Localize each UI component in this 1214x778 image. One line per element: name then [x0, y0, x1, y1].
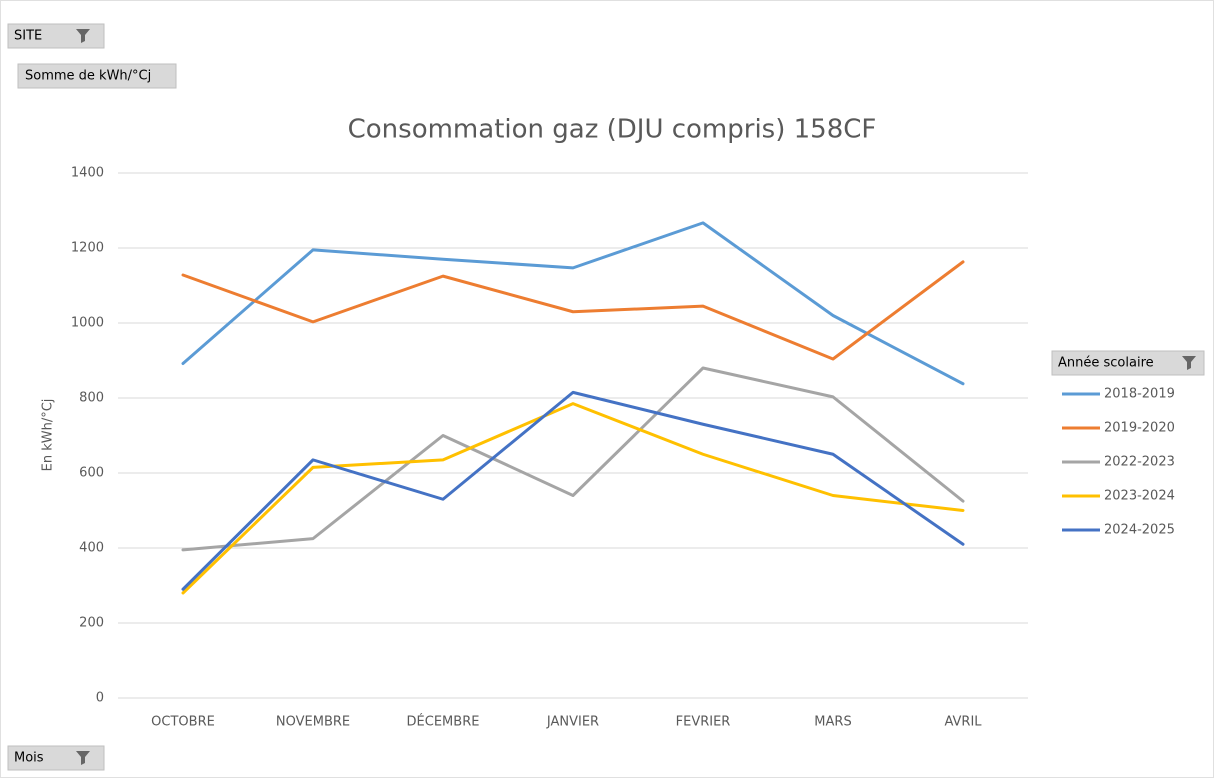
x-tick-label: DÉCEMBRE [407, 714, 480, 730]
y-tick-label: 1400 [71, 166, 104, 181]
series-line [181, 260, 965, 361]
filter-icon [1182, 356, 1196, 370]
filter-button[interactable] [7, 23, 105, 49]
legend-label: 2018-2019 [1104, 387, 1175, 402]
y-axis-title: En kWh/°Cj [41, 399, 56, 472]
axis-field-label: Mois [14, 751, 44, 766]
x-tick-label: MARS [814, 715, 851, 730]
series-line [181, 221, 965, 386]
values-button[interactable] [17, 63, 177, 89]
y-tick-label: 400 [79, 541, 104, 556]
values-label: Somme de kWh/°Cj [25, 69, 151, 84]
y-tick-label: 1000 [71, 316, 104, 331]
legend-label: 2024-2025 [1104, 523, 1175, 538]
axis-field-button[interactable] [7, 745, 105, 771]
series-line [181, 390, 965, 591]
y-tick-label: 200 [79, 616, 104, 631]
series-line [181, 402, 965, 595]
legend-label: 2022-2023 [1104, 455, 1175, 470]
x-tick-label: NOVEMBRE [276, 715, 350, 730]
y-tick-label: 0 [96, 691, 104, 706]
legend-field-button[interactable] [1051, 350, 1205, 376]
y-tick-label: 1200 [71, 241, 104, 256]
filter-icon [76, 29, 90, 43]
legend-field-label: Année scolaire [1058, 356, 1154, 371]
legend-label: 2019-2020 [1104, 421, 1175, 436]
series-line [181, 366, 965, 552]
y-tick-label: 600 [79, 466, 104, 481]
chart-title: Consommation gaz (DJU compris) 158CF [348, 115, 877, 145]
x-tick-label: OCTOBRE [151, 715, 215, 730]
x-tick-label: AVRIL [944, 715, 982, 730]
x-tick-label: JANVIER [546, 715, 599, 730]
y-tick-label: 800 [79, 391, 104, 406]
legend-label: 2023-2024 [1104, 489, 1175, 504]
filter-label: SITE [14, 29, 42, 44]
x-tick-label: FEVRIER [676, 715, 731, 730]
filter-icon [76, 751, 90, 765]
